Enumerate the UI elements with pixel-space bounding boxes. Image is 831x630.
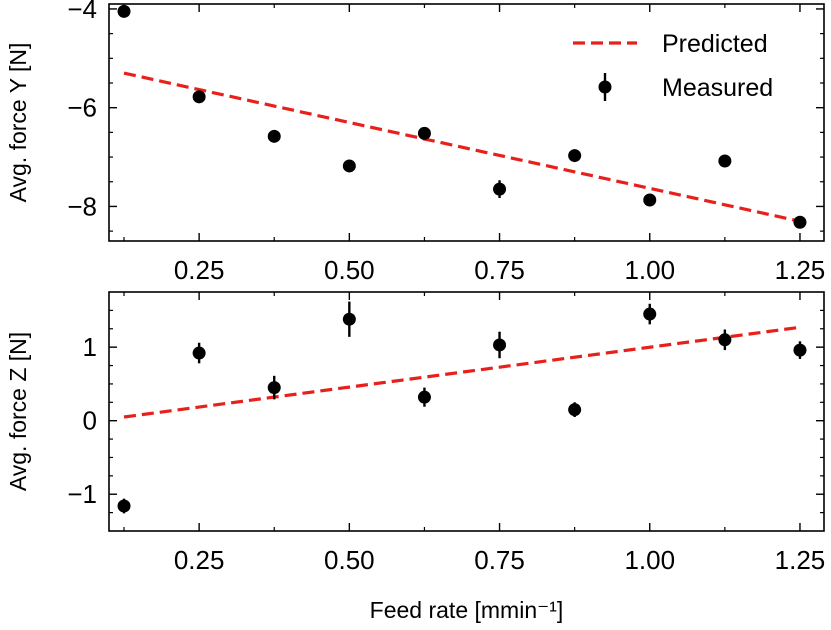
- measured-point: [417, 390, 431, 404]
- predicted-line: [123, 71, 801, 223]
- legend: Predicted Measured: [573, 30, 773, 102]
- y-tick-label: 1: [83, 332, 97, 362]
- measured-point: [643, 307, 657, 321]
- x-tick-label: 1.25: [775, 545, 826, 575]
- y-tick-label: −1: [67, 479, 97, 509]
- panel-force-y: 0.25 0.50 0.75 1.00 1.25 −8 −6 −4 Avg. force Y […: [5, 0, 825, 285]
- legend-predicted-label: Predicted: [662, 30, 768, 58]
- x-tick-label: 1.00: [624, 545, 675, 575]
- x-tick-label: 1.00: [624, 255, 675, 285]
- measured-point: [493, 182, 507, 196]
- x-tick-label: 0.75: [474, 255, 525, 285]
- measured-point: [643, 193, 657, 207]
- measured-point: [192, 346, 206, 360]
- measured-point: [192, 90, 206, 104]
- measured-point: [342, 159, 356, 173]
- measured-point: [493, 338, 507, 352]
- y-tick-label: 0: [83, 406, 97, 436]
- measured-point: [117, 4, 131, 18]
- y-axis-title: Avg. force Z [N]: [5, 332, 31, 491]
- y-tick-label: −8: [67, 191, 97, 221]
- measured-point: [417, 126, 431, 140]
- legend-measured-marker: [598, 80, 612, 94]
- measured-point: [568, 403, 582, 417]
- measured-point: [267, 129, 281, 143]
- measured-point: [718, 333, 732, 347]
- x-tick-label: 0.50: [324, 545, 375, 575]
- plot-frame: [108, 3, 825, 242]
- y-axis-title: Avg. force Y [N]: [5, 43, 31, 203]
- measured-point: [718, 154, 732, 168]
- plot-frame: [108, 291, 825, 532]
- measured-point: [117, 499, 131, 513]
- measured-point: [342, 312, 356, 326]
- measured-point: [793, 343, 807, 357]
- y-tick-label: −6: [67, 93, 97, 123]
- x-tick-label: 0.25: [174, 255, 225, 285]
- x-tick-label: 0.75: [474, 545, 525, 575]
- panel-force-z: 0.25 0.50 0.75 1.00 1.25 −1 0 1 Avg. force Z [N]…: [5, 291, 826, 623]
- measured-point: [267, 381, 281, 395]
- x-tick-label: 0.50: [324, 255, 375, 285]
- predicted-line: [123, 325, 801, 419]
- y-tick-label: −4: [67, 0, 97, 24]
- x-tick-label: 0.25: [174, 545, 225, 575]
- x-axis-title: Feed rate [mmin⁻¹]: [370, 597, 564, 623]
- measured-point: [568, 149, 582, 163]
- measured-point: [793, 215, 807, 229]
- legend-measured-label: Measured: [662, 74, 773, 102]
- x-tick-label: 1.25: [775, 255, 826, 285]
